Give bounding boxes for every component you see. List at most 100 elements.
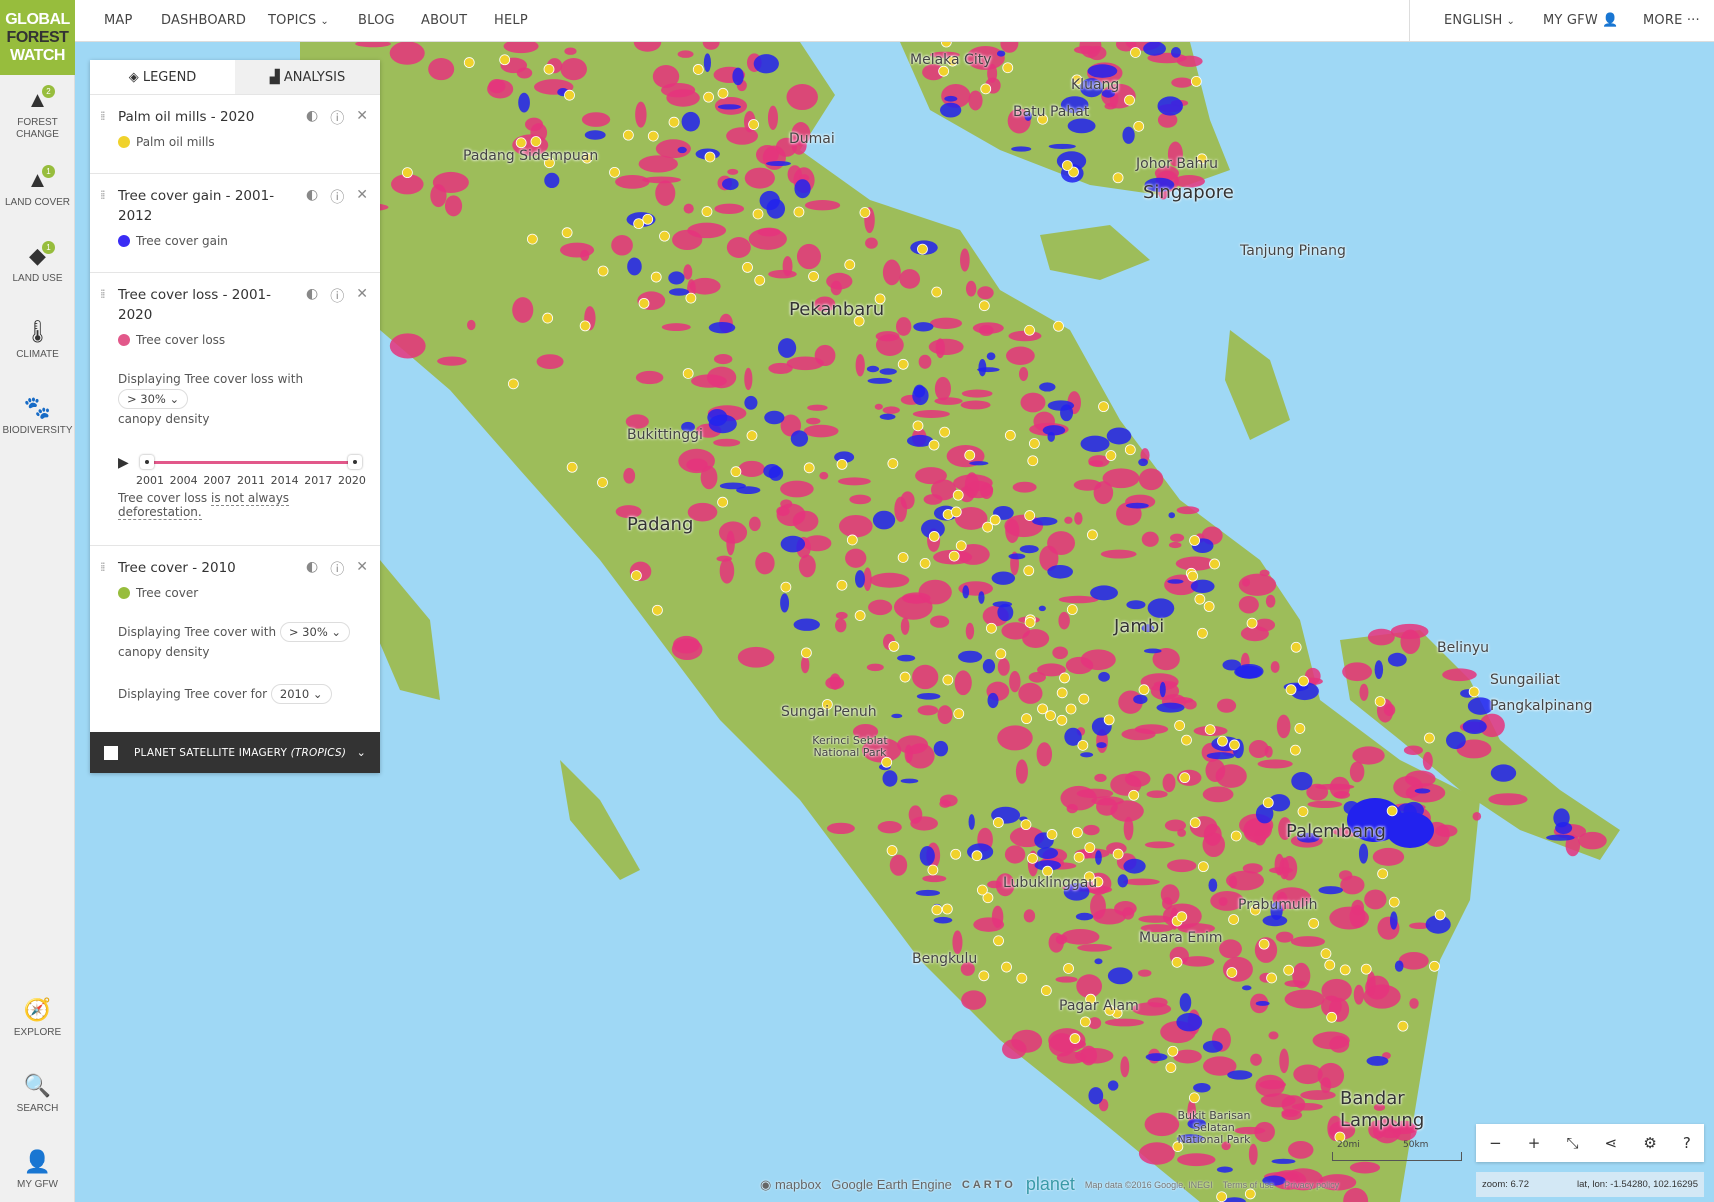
palm-oil-mill-point[interactable]	[1059, 672, 1070, 684]
palm-oil-mill-point[interactable]	[1066, 604, 1078, 615]
palm-oil-mill-point[interactable]	[1187, 570, 1199, 582]
palm-oil-mill-point[interactable]	[897, 552, 909, 563]
more-menu[interactable]: MORE ···	[1643, 13, 1700, 28]
palm-oil-mill-point[interactable]	[1098, 401, 1109, 413]
palm-oil-mill-point[interactable]	[1283, 964, 1295, 976]
palm-oil-mill-point[interactable]	[1138, 684, 1150, 696]
canopy-density-select[interactable]: > 30% ⌄	[118, 389, 189, 409]
palm-oil-mill-point[interactable]	[1024, 324, 1035, 336]
palm-oil-mill-point[interactable]	[561, 227, 573, 239]
palm-oil-mill-point[interactable]	[1434, 909, 1446, 921]
opacity-icon[interactable]: ◐	[306, 108, 319, 124]
palm-oil-mill-point[interactable]	[1016, 972, 1028, 984]
palm-oil-mill-point[interactable]	[836, 579, 848, 591]
chevron-down-icon[interactable]: ⌄	[356, 746, 366, 759]
timeline-track[interactable]	[148, 461, 353, 464]
palm-oil-mill-point[interactable]	[844, 259, 856, 271]
palm-oil-mill-point[interactable]	[401, 167, 413, 179]
close-icon[interactable]: ✕	[356, 108, 368, 124]
palm-oil-mill-point[interactable]	[1324, 959, 1336, 971]
palm-oil-mill-point[interactable]	[1105, 450, 1117, 461]
share-icon[interactable]: ⋖	[1604, 1134, 1618, 1152]
palm-oil-mill-point[interactable]	[692, 64, 704, 75]
palm-oil-mill-point[interactable]	[530, 136, 542, 147]
palm-oil-mill-point[interactable]	[659, 230, 670, 242]
planet-logo[interactable]: planet	[1025, 1174, 1075, 1194]
palm-oil-mill-point[interactable]	[682, 368, 694, 379]
palm-oil-mill-point[interactable]	[748, 119, 759, 130]
palm-oil-mill-point[interactable]	[1027, 455, 1039, 467]
gee-logo[interactable]: Google Earth Engine	[831, 1177, 952, 1192]
palm-oil-mill-point[interactable]	[1397, 1020, 1409, 1032]
palm-oil-mill-point[interactable]	[1078, 693, 1090, 705]
palm-oil-mill-point[interactable]	[1112, 848, 1124, 860]
info-icon[interactable]: ⓘ	[330, 562, 345, 578]
palm-oil-mill-point[interactable]	[886, 845, 898, 856]
palm-oil-mill-point[interactable]	[1040, 985, 1052, 996]
palm-oil-mill-point[interactable]	[1037, 703, 1048, 715]
palm-oil-mill-point[interactable]	[1167, 1045, 1179, 1057]
map-canvas[interactable]: Melaka City Kluang Batu Pahat Dumai Padang S…	[75, 42, 1714, 1202]
palm-oil-mill-point[interactable]	[1028, 438, 1040, 449]
palm-oil-mill-point[interactable]	[1244, 1188, 1256, 1200]
palm-oil-mill-point[interactable]	[793, 206, 805, 218]
palm-oil-mill-point[interactable]	[668, 116, 680, 128]
palm-oil-mill-point[interactable]	[1053, 320, 1064, 332]
palm-oil-mill-point[interactable]	[887, 458, 899, 469]
sidebar-item-search[interactable]: 🔍 SEARCH	[0, 1073, 75, 1115]
palm-oil-mill-point[interactable]	[1204, 724, 1216, 736]
palm-oil-mill-point[interactable]	[507, 378, 519, 390]
deforestation-info-link[interactable]: is not always deforestation.	[118, 491, 290, 520]
palm-oil-mill-point[interactable]	[1188, 1092, 1200, 1104]
palm-oil-mill-point[interactable]	[1104, 1004, 1116, 1016]
opacity-icon[interactable]: ◐	[306, 559, 319, 575]
palm-oil-mill-point[interactable]	[1468, 686, 1480, 698]
palm-oil-mill-point[interactable]	[1024, 617, 1036, 628]
palm-oil-mill-point[interactable]	[609, 166, 620, 178]
palm-oil-mill-point[interactable]	[1226, 967, 1238, 978]
palm-oil-mill-point[interactable]	[993, 935, 1004, 947]
palm-oil-mill-point[interactable]	[1133, 120, 1145, 132]
palm-oil-mill-point[interactable]	[980, 83, 992, 95]
palm-oil-mill-point[interactable]	[1194, 593, 1206, 605]
palm-oil-mill-point[interactable]	[526, 233, 538, 245]
palm-oil-mill-point[interactable]	[836, 458, 848, 470]
palm-oil-mill-point[interactable]	[1262, 797, 1274, 809]
planet-checkbox[interactable]	[104, 745, 118, 760]
play-icon[interactable]: ▶	[118, 455, 129, 471]
palm-oil-mill-point[interactable]	[1172, 1141, 1184, 1152]
palm-oil-mill-point[interactable]	[1092, 876, 1104, 888]
palm-oil-mill-point[interactable]	[1176, 911, 1188, 923]
canopy-density-select[interactable]: > 30% ⌄	[279, 622, 351, 642]
palm-oil-mill-point[interactable]	[1002, 62, 1014, 74]
nav-map[interactable]: MAP	[104, 13, 133, 28]
palm-oil-mill-point[interactable]	[1027, 852, 1038, 864]
palm-oil-mill-point[interactable]	[1386, 805, 1398, 817]
palm-oil-mill-point[interactable]	[633, 218, 645, 230]
palm-oil-mill-point[interactable]	[888, 640, 900, 652]
palm-oil-mill-point[interactable]	[912, 420, 924, 432]
palm-oil-mill-point[interactable]	[1056, 714, 1068, 726]
palm-oil-mill-point[interactable]	[701, 206, 713, 217]
palm-oil-mill-point[interactable]	[1294, 723, 1306, 734]
nav-dashboard[interactable]: DASHBOARD	[161, 13, 247, 28]
nav-help[interactable]: HELP	[494, 13, 528, 28]
palm-oil-mill-point[interactable]	[1001, 961, 1012, 973]
palm-oil-mill-point[interactable]	[1285, 684, 1297, 696]
palm-oil-mill-point[interactable]	[1228, 914, 1240, 925]
palm-oil-mill-point[interactable]	[1020, 819, 1032, 831]
palm-oil-mill-point[interactable]	[1339, 964, 1351, 976]
palm-oil-mill-point[interactable]	[955, 540, 967, 552]
palm-oil-mill-point[interactable]	[1084, 842, 1096, 854]
palm-oil-mill-point[interactable]	[1083, 871, 1095, 883]
palm-oil-mill-point[interactable]	[938, 65, 950, 77]
sidebar-item-land-use[interactable]: ◆ 1 LAND USE	[0, 241, 75, 285]
palm-oil-mill-point[interactable]	[1290, 641, 1302, 653]
settings-icon[interactable]: ⚙	[1643, 1134, 1657, 1152]
palm-oil-mill-point[interactable]	[859, 207, 871, 218]
tab-legend[interactable]: ◈ LEGEND	[90, 60, 235, 94]
palm-oil-mill-point[interactable]	[931, 286, 943, 298]
palm-oil-mill-point[interactable]	[1046, 829, 1058, 840]
palm-oil-mill-point[interactable]	[742, 261, 753, 273]
palm-oil-mill-point[interactable]	[986, 622, 997, 634]
